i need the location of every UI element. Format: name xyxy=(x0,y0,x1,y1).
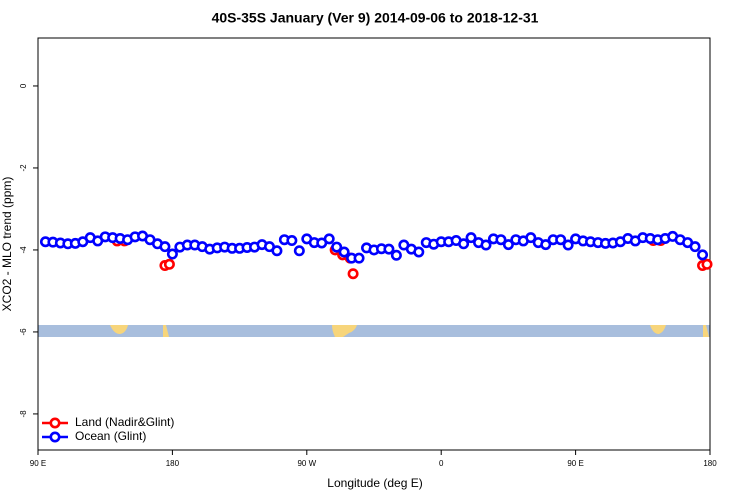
point xyxy=(502,239,514,251)
point xyxy=(347,268,359,280)
point xyxy=(480,239,492,251)
point xyxy=(458,238,470,250)
y-tick-label: -6 xyxy=(19,328,28,336)
legend-marker xyxy=(49,417,61,429)
point xyxy=(293,245,305,257)
point xyxy=(540,239,552,251)
point xyxy=(701,258,713,270)
x-axis-label: Longitude (deg E) xyxy=(327,476,422,490)
point xyxy=(525,232,537,244)
point xyxy=(353,252,365,264)
map-strip xyxy=(38,325,710,337)
x-tick-label: 180 xyxy=(166,459,180,468)
point xyxy=(166,248,178,260)
point xyxy=(163,258,175,270)
point xyxy=(286,235,298,247)
point xyxy=(159,241,171,253)
point xyxy=(555,234,567,246)
point xyxy=(383,243,395,255)
point xyxy=(331,241,343,253)
y-tick-label: -4 xyxy=(19,246,28,254)
x-tick-label: 0 xyxy=(439,459,444,468)
point xyxy=(465,232,477,244)
x-tick-label: 90 W xyxy=(297,459,316,468)
y-tick-label: -2 xyxy=(19,164,28,172)
point xyxy=(689,241,701,253)
point xyxy=(390,249,402,261)
legend-label: Ocean (Glint) xyxy=(75,429,146,443)
point xyxy=(562,239,574,251)
plot-frame xyxy=(37,37,711,451)
x-tick-label: 90 E xyxy=(30,459,46,468)
point xyxy=(271,245,283,257)
point xyxy=(413,246,425,258)
x-tick-label: 180 xyxy=(703,459,717,468)
point xyxy=(338,246,350,258)
y-tick-label: 0 xyxy=(19,83,28,88)
point xyxy=(323,233,335,245)
legend-marker xyxy=(49,431,61,443)
x-tick-label: 90 E xyxy=(567,459,583,468)
chart-title: 40S-35S January (Ver 9) 2014-09-06 to 20… xyxy=(212,10,539,26)
legend-label: Land (Nadir&Glint) xyxy=(75,415,174,429)
y-tick-label: -8 xyxy=(19,410,28,418)
y-axis-label: XCO2 - MLO trend (ppm) xyxy=(0,177,14,312)
point xyxy=(495,234,507,246)
point xyxy=(697,249,709,261)
